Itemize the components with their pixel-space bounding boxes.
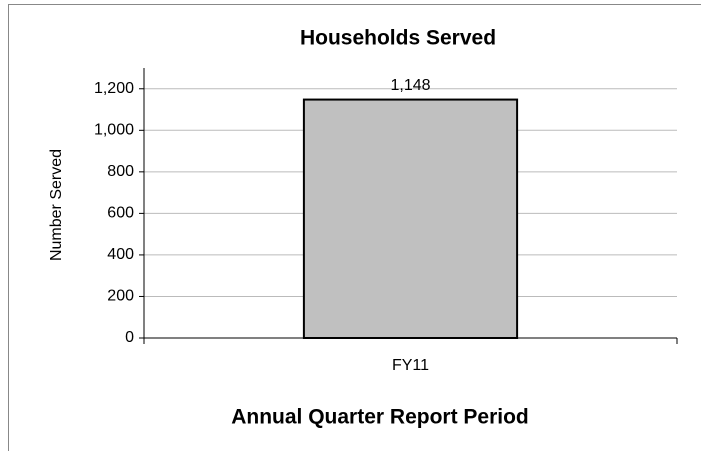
y-tick-label: 1,000 bbox=[94, 122, 134, 139]
y-tick-label: 1,200 bbox=[94, 80, 134, 97]
frame bbox=[8, 4, 701, 451]
y-tick-label: 800 bbox=[107, 163, 134, 180]
data-label: 1,148 bbox=[390, 77, 430, 94]
y-axis-title: Number Served bbox=[48, 149, 65, 261]
bar bbox=[302, 98, 519, 339]
y-tick-label: 400 bbox=[107, 246, 134, 263]
x-tick-label: FY11 bbox=[392, 357, 429, 374]
y-tick-label: 0 bbox=[125, 329, 134, 346]
y-tick-label: 200 bbox=[107, 288, 134, 305]
chart-title: Households Served bbox=[300, 27, 496, 50]
y-tick-label: 600 bbox=[107, 205, 134, 222]
x-axis-title: Annual Quarter Report Period bbox=[231, 406, 529, 429]
